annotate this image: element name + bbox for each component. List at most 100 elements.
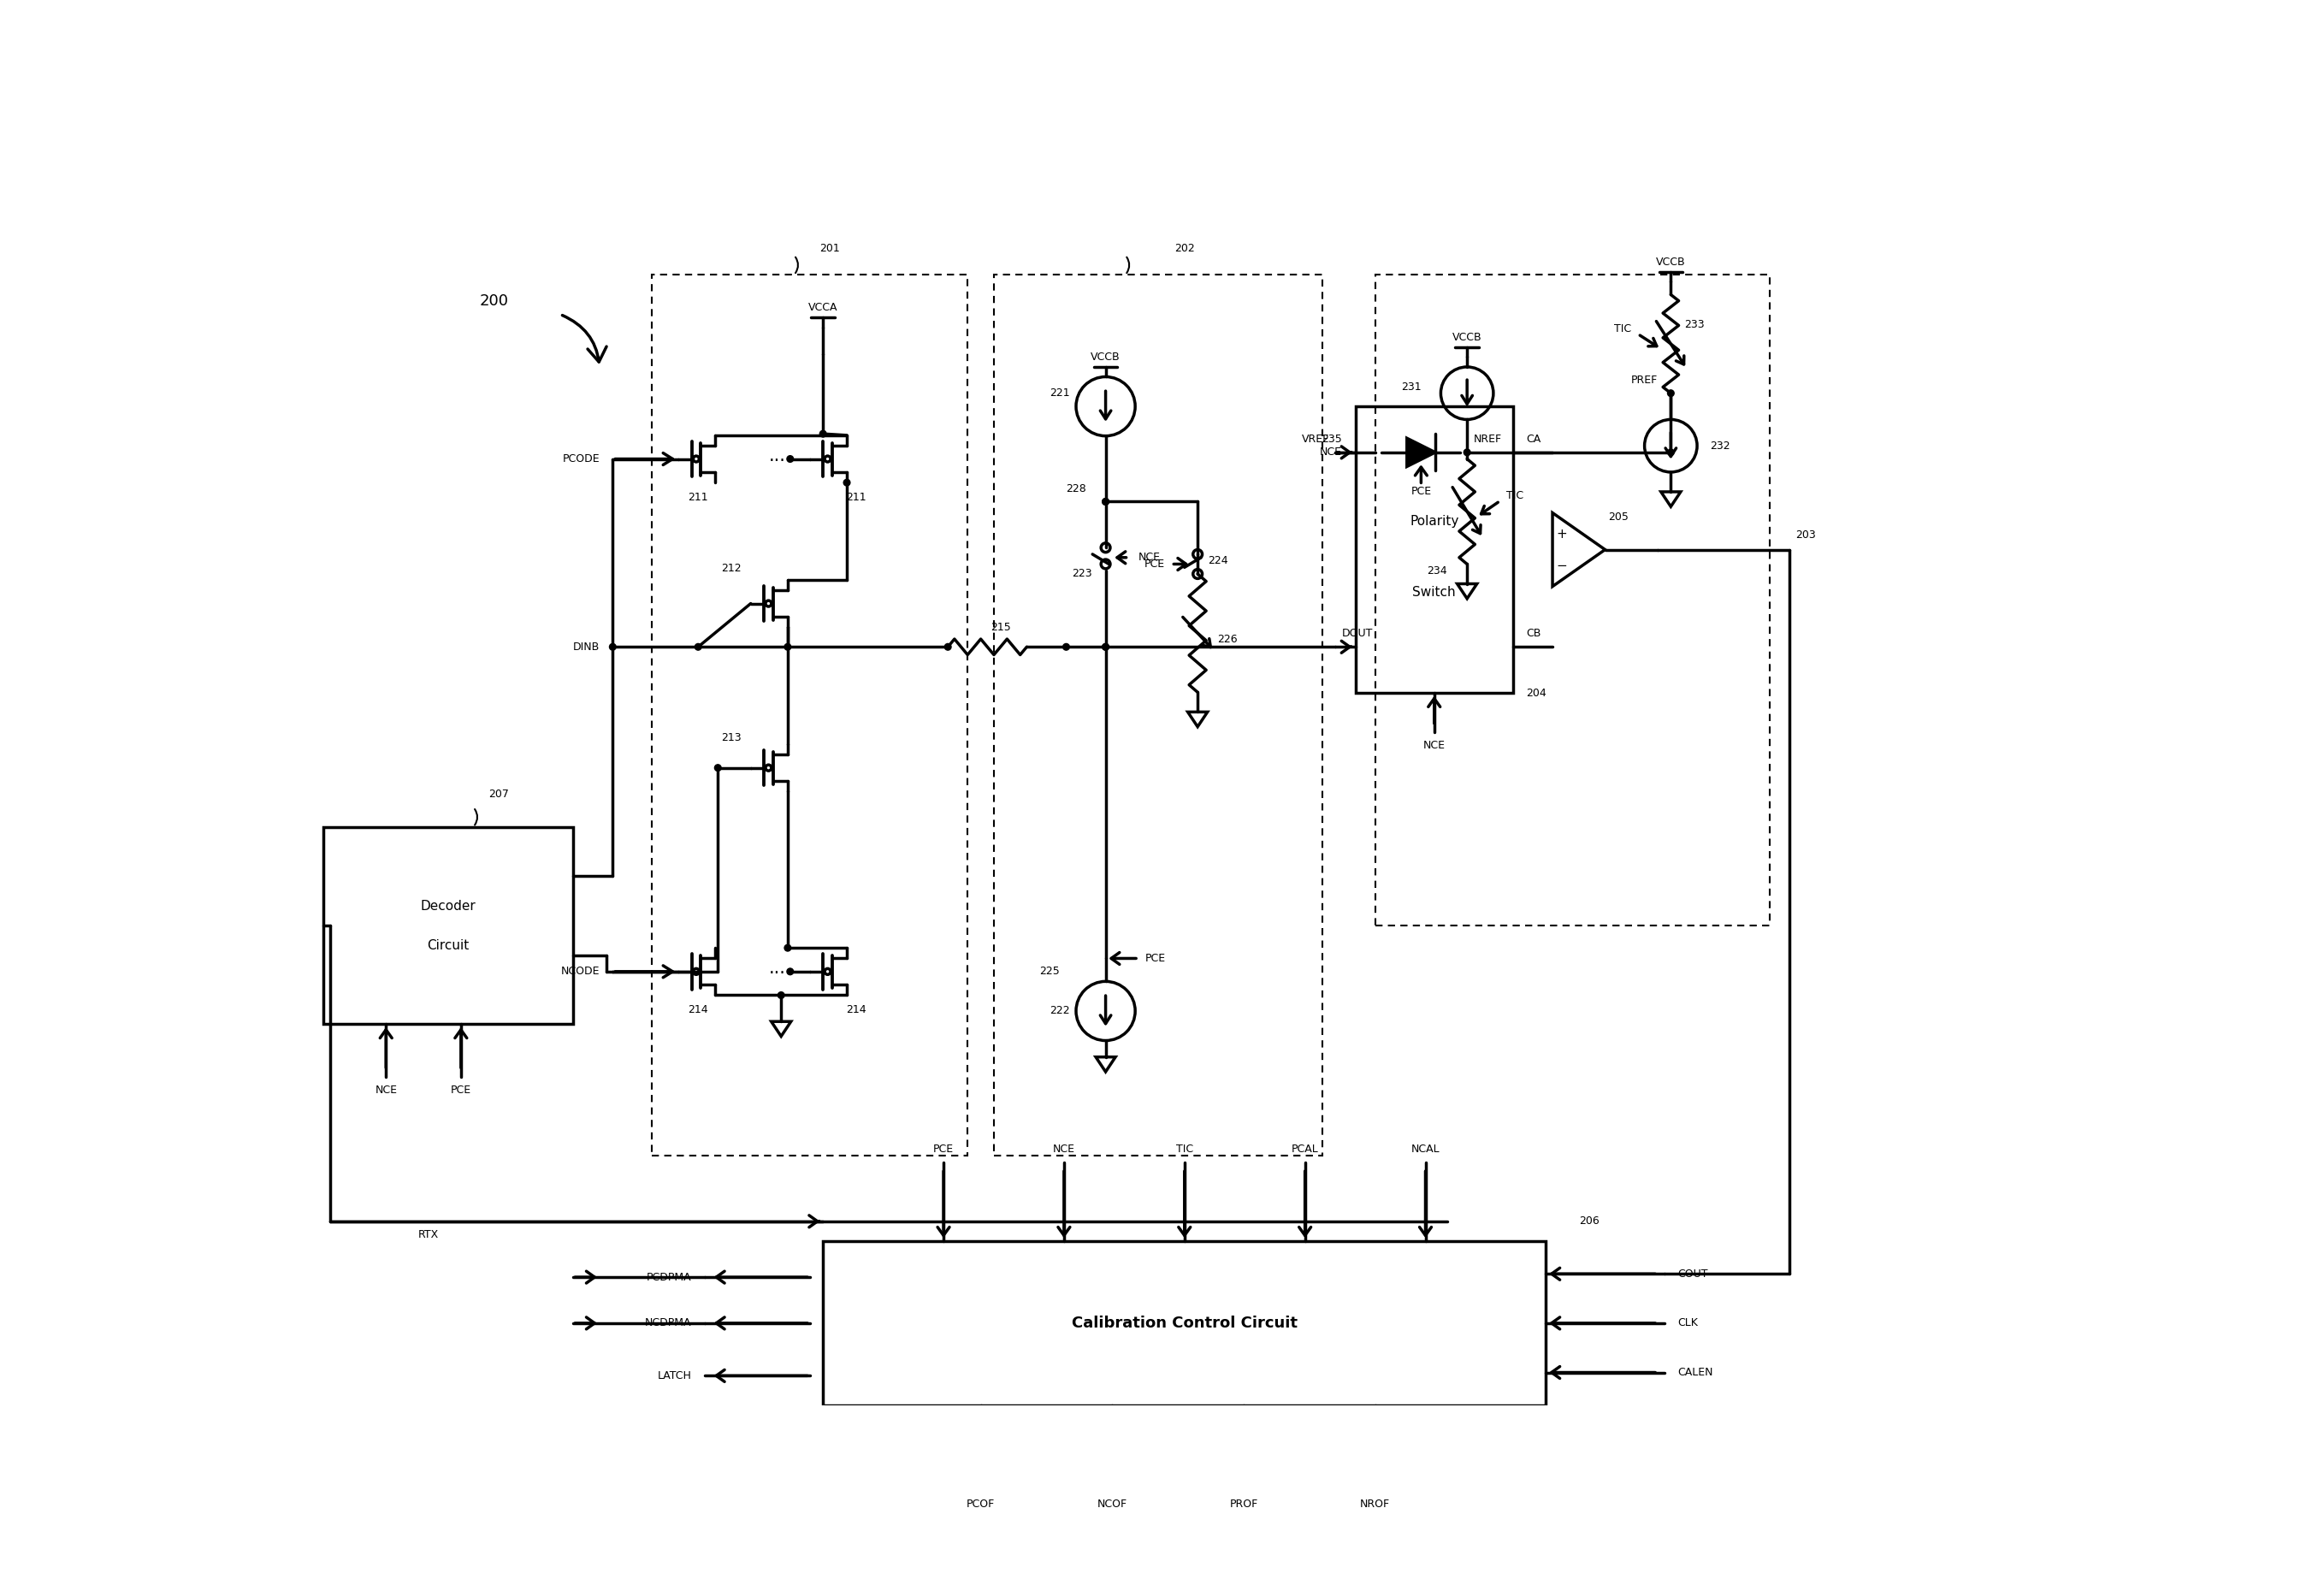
Text: RTX: RTX (418, 1228, 439, 1240)
Circle shape (786, 944, 790, 951)
Text: DINB: DINB (572, 641, 600, 652)
Text: 206: 206 (1578, 1216, 1599, 1227)
Text: 221: 221 (1050, 388, 1069, 399)
Text: PCDPMA: PCDPMA (646, 1271, 693, 1282)
Text: Circuit: Circuit (428, 940, 469, 952)
Text: 222: 222 (1050, 1006, 1069, 1017)
Text: 232: 232 (1710, 441, 1731, 452)
Bar (995, 275, 1322, 1156)
Text: 215: 215 (990, 622, 1011, 633)
Text: PCE: PCE (1146, 952, 1167, 963)
Text: 202: 202 (1174, 243, 1195, 254)
Circle shape (1669, 448, 1673, 456)
Circle shape (1102, 644, 1109, 651)
Text: 233: 233 (1685, 319, 1703, 330)
Text: TIC: TIC (1506, 489, 1525, 501)
Text: 200: 200 (479, 294, 509, 309)
Text: 214: 214 (688, 1004, 709, 1015)
Text: NROF: NROF (1360, 1498, 1390, 1510)
Circle shape (695, 644, 702, 651)
Text: PCE: PCE (934, 1143, 953, 1154)
Circle shape (779, 992, 786, 998)
Circle shape (788, 968, 792, 974)
Text: PCE: PCE (451, 1085, 472, 1096)
Bar (823, 1241, 1545, 1405)
Text: ...: ... (769, 960, 786, 977)
Bar (1376, 275, 1769, 925)
Text: ...: ... (769, 447, 786, 464)
Text: CALEN: CALEN (1678, 1367, 1713, 1378)
Text: Polarity: Polarity (1411, 515, 1459, 527)
Text: 205: 205 (1608, 512, 1629, 523)
Text: VCCA: VCCA (809, 302, 837, 313)
Text: VCCB: VCCB (1090, 352, 1120, 363)
Text: 213: 213 (720, 733, 741, 744)
Text: NCE: NCE (1139, 553, 1160, 564)
Text: TIC: TIC (1176, 1143, 1192, 1154)
Text: PCOF: PCOF (967, 1498, 995, 1510)
Circle shape (1102, 499, 1109, 505)
Circle shape (786, 644, 790, 651)
Circle shape (609, 644, 616, 651)
Text: 207: 207 (488, 788, 509, 799)
Text: NCE: NCE (1320, 447, 1343, 458)
Text: VCCB: VCCB (1452, 332, 1483, 343)
Circle shape (1062, 644, 1069, 651)
Text: 228: 228 (1067, 483, 1085, 494)
Text: PCODE: PCODE (562, 453, 600, 464)
Text: PCAL: PCAL (1292, 1143, 1318, 1154)
Text: 231: 231 (1401, 381, 1420, 392)
Text: PREF: PREF (1631, 374, 1657, 385)
Text: DOUT: DOUT (1343, 628, 1373, 639)
Text: NCE: NCE (1422, 741, 1446, 752)
Text: NREF: NREF (1473, 434, 1501, 445)
Text: NCE: NCE (1053, 1143, 1076, 1154)
Text: 212: 212 (720, 562, 741, 573)
Bar (323, 827, 574, 1025)
Circle shape (713, 764, 720, 771)
Text: PCE: PCE (1411, 486, 1432, 497)
Bar (1355, 406, 1513, 693)
Circle shape (820, 431, 827, 437)
Text: 226: 226 (1218, 635, 1239, 646)
Circle shape (1102, 644, 1109, 651)
Polygon shape (1406, 437, 1436, 466)
Text: 225: 225 (1039, 966, 1060, 977)
Text: Switch: Switch (1413, 586, 1455, 598)
Text: NCAL: NCAL (1411, 1143, 1441, 1154)
Text: CA: CA (1527, 434, 1541, 445)
Text: PCE: PCE (1143, 559, 1164, 570)
Text: 234: 234 (1427, 565, 1448, 576)
Text: 201: 201 (820, 243, 839, 254)
Text: +: + (1557, 527, 1566, 540)
Text: Calibration Control Circuit: Calibration Control Circuit (1071, 1315, 1297, 1331)
Text: 211: 211 (688, 491, 709, 504)
Circle shape (1464, 448, 1471, 456)
Text: −: − (1557, 559, 1566, 572)
Text: 214: 214 (846, 1004, 867, 1015)
Circle shape (844, 480, 851, 486)
Text: NCE: NCE (374, 1085, 397, 1096)
Text: 223: 223 (1071, 568, 1092, 579)
Text: TIC: TIC (1615, 324, 1631, 335)
Bar (653, 275, 967, 1156)
Text: CB: CB (1527, 628, 1541, 639)
Text: VCCB: VCCB (1657, 256, 1685, 267)
Text: LATCH: LATCH (658, 1371, 693, 1382)
Text: NCOF: NCOF (1097, 1498, 1127, 1510)
Text: VREF: VREF (1301, 434, 1329, 445)
Text: 203: 203 (1796, 529, 1815, 540)
Circle shape (944, 644, 951, 651)
Text: 204: 204 (1527, 687, 1545, 698)
Text: PROF: PROF (1229, 1498, 1257, 1510)
Text: 211: 211 (846, 491, 867, 504)
Text: NCDPMA: NCDPMA (646, 1317, 693, 1328)
Text: COUT: COUT (1678, 1268, 1708, 1279)
Text: CLK: CLK (1678, 1317, 1699, 1328)
Text: 235: 235 (1322, 434, 1343, 445)
Circle shape (1102, 499, 1109, 505)
Circle shape (788, 456, 792, 463)
Text: NCODE: NCODE (560, 966, 600, 977)
Text: 224: 224 (1208, 556, 1227, 567)
Text: Decoder: Decoder (421, 900, 476, 913)
